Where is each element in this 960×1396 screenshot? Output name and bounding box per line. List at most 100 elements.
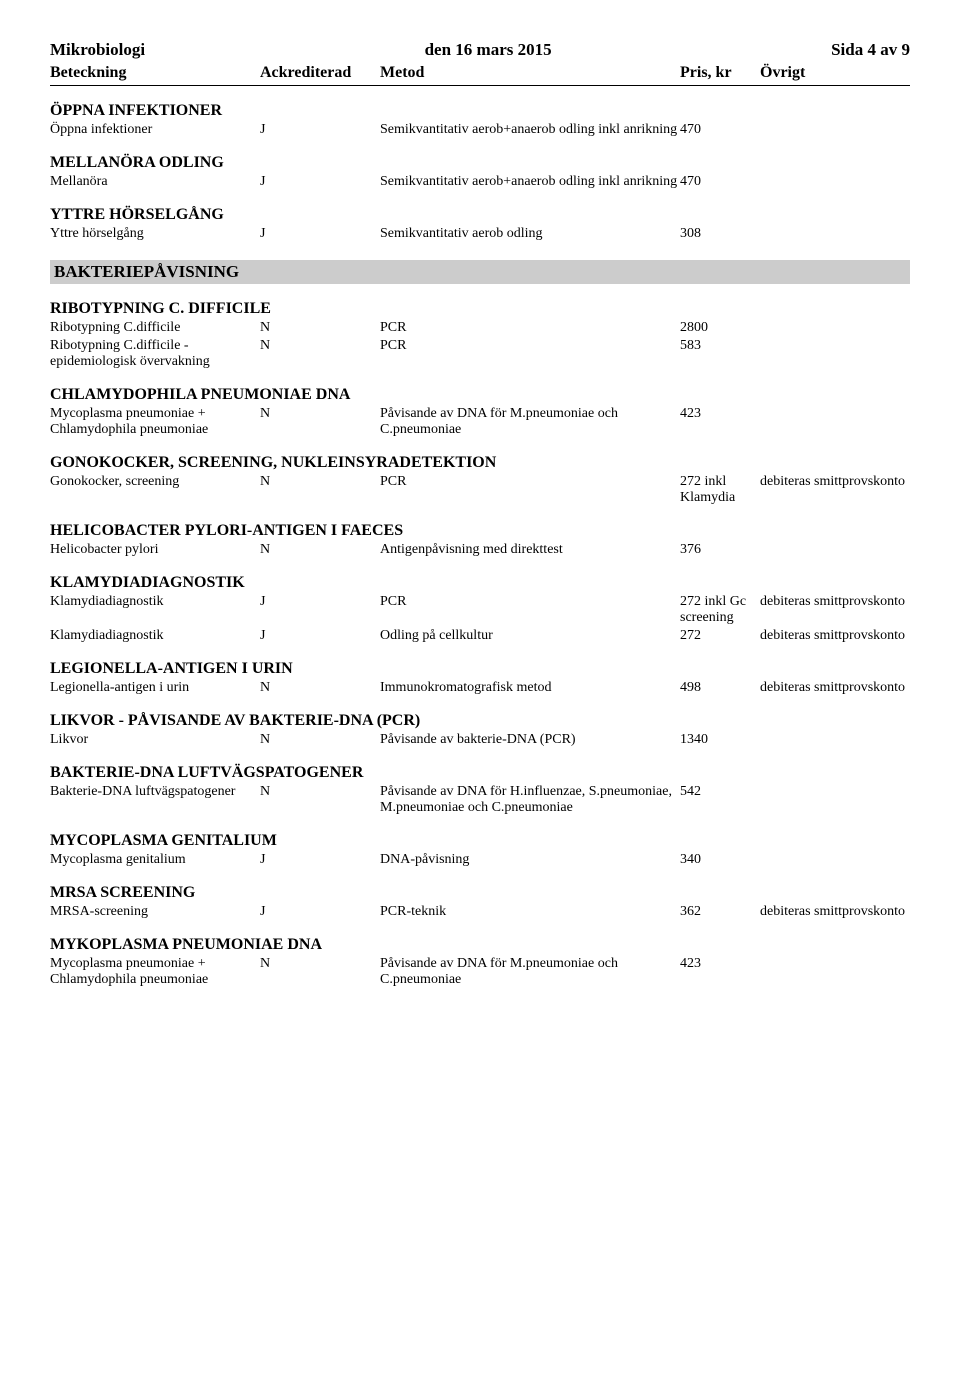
cell-pris: 423: [680, 956, 760, 972]
cell-ack: J: [260, 628, 380, 644]
sections-group-1: ÖPPNA INFEKTIONERÖppna infektionerJSemik…: [50, 102, 910, 242]
cell-ack: N: [260, 338, 380, 354]
col-header-ovrigt: Övrigt: [760, 64, 910, 82]
table-row: KlamydiadiagnostikJPCR272 inkl Gc screen…: [50, 594, 910, 626]
table-row: Mycoplasma genitaliumJDNA-påvisning340: [50, 852, 910, 868]
header-right: Sida 4 av 9: [831, 40, 910, 60]
cell-pris: 470: [680, 122, 760, 138]
cell-name: Yttre hörselgång: [50, 226, 260, 242]
cell-ack: J: [260, 226, 380, 242]
section-heading: GONOKOCKER, SCREENING, NUKLEINSYRADETEKT…: [50, 454, 910, 472]
cell-metod: PCR: [380, 474, 680, 490]
table-row: Legionella-antigen i urinNImmunokromatog…: [50, 680, 910, 696]
cell-ack: N: [260, 406, 380, 422]
cell-pris: 542: [680, 784, 760, 800]
section-heading: ÖPPNA INFEKTIONER: [50, 102, 910, 120]
cell-ack: N: [260, 680, 380, 696]
cell-pris: 272: [680, 628, 760, 644]
cell-name: Likvor: [50, 732, 260, 748]
cell-metod: Semikvantitativ aerob odling: [380, 226, 680, 242]
cell-name: Mycoplasma genitalium: [50, 852, 260, 868]
section-heading: LEGIONELLA-ANTIGEN I URIN: [50, 660, 910, 678]
section-heading: BAKTERIE-DNA LUFTVÄGSPATOGENER: [50, 764, 910, 782]
table-row: KlamydiadiagnostikJOdling på cellkultur2…: [50, 628, 910, 644]
section-heading: CHLAMYDOPHILA PNEUMONIAE DNA: [50, 386, 910, 404]
cell-pris: 470: [680, 174, 760, 190]
header-left: Mikrobiologi: [50, 40, 145, 60]
table-row: Mycoplasma pneumoniae + Chlamydophila pn…: [50, 956, 910, 988]
cell-pris: 340: [680, 852, 760, 868]
table-row: Gonokocker, screeningNPCR272 inkl Klamyd…: [50, 474, 910, 506]
cell-ack: J: [260, 852, 380, 868]
table-row: Yttre hörselgångJSemikvantitativ aerob o…: [50, 226, 910, 242]
header-center: den 16 mars 2015: [425, 40, 552, 60]
cell-name: Helicobacter pylori: [50, 542, 260, 558]
cell-ovrigt: debiteras smittprovskonto: [760, 680, 910, 696]
cell-name: Ribotypning C.difficile - epidemiologisk…: [50, 338, 260, 370]
cell-name: Ribotypning C.difficile: [50, 320, 260, 336]
cell-metod: Påvisande av bakterie-DNA (PCR): [380, 732, 680, 748]
section-heading: YTTRE HÖRSELGÅNG: [50, 206, 910, 224]
cell-metod: PCR: [380, 320, 680, 336]
section-heading: KLAMYDIADIAGNOSTIK: [50, 574, 910, 592]
cell-pris: 583: [680, 338, 760, 354]
cell-ack: J: [260, 174, 380, 190]
table-row: LikvorNPåvisande av bakterie-DNA (PCR)13…: [50, 732, 910, 748]
cell-metod: PCR: [380, 338, 680, 354]
cell-metod: Odling på cellkultur: [380, 628, 680, 644]
table-row: Ribotypning C.difficile - epidemiologisk…: [50, 338, 910, 370]
cell-name: Öppna infektioner: [50, 122, 260, 138]
cell-metod: Semikvantitativ aerob+anaerob odling ink…: [380, 174, 680, 190]
col-header-pris: Pris, kr: [680, 64, 760, 82]
cell-metod: PCR: [380, 594, 680, 610]
cell-name: Legionella-antigen i urin: [50, 680, 260, 696]
cell-metod: DNA-påvisning: [380, 852, 680, 868]
section-heading: MYKOPLASMA PNEUMONIAE DNA: [50, 936, 910, 954]
section-heading: HELICOBACTER PYLORI-ANTIGEN I FAECES: [50, 522, 910, 540]
section-heading: MRSA SCREENING: [50, 884, 910, 902]
table-row: Mycoplasma pneumoniae + Chlamydophila pn…: [50, 406, 910, 438]
page-header: Mikrobiologi den 16 mars 2015 Sida 4 av …: [50, 40, 910, 60]
cell-pris: 362: [680, 904, 760, 920]
cell-pris: 272 inkl Gc screening: [680, 594, 760, 626]
cell-pris: 1340: [680, 732, 760, 748]
col-header-beteckning: Beteckning: [50, 64, 260, 82]
cell-metod: Antigenpåvisning med direkttest: [380, 542, 680, 558]
cell-ack: J: [260, 594, 380, 610]
table-row: Helicobacter pyloriNAntigenpåvisning med…: [50, 542, 910, 558]
cell-ack: J: [260, 122, 380, 138]
sections-group-2: RIBOTYPNING C. DIFFICILE Ribotypning C.di…: [50, 300, 910, 988]
cell-metod: Semikvantitativ aerob+anaerob odling ink…: [380, 122, 680, 138]
cell-metod: Immunokromatografisk metod: [380, 680, 680, 696]
cell-pris: 308: [680, 226, 760, 242]
section-heading: RIBOTYPNING C. DIFFICILE: [50, 300, 910, 318]
cell-name: Klamydiadiagnostik: [50, 594, 260, 610]
cell-ack: N: [260, 320, 380, 336]
table-row: Bakterie-DNA luftvägspatogenerNPåvisande…: [50, 784, 910, 816]
cell-ack: N: [260, 732, 380, 748]
cell-metod: Påvisande av DNA för M.pneumoniae och C.…: [380, 956, 680, 988]
cell-name: Mycoplasma pneumoniae + Chlamydophila pn…: [50, 406, 260, 438]
col-header-ackrediterad: Ackrediterad: [260, 64, 380, 82]
cell-name: Mellanöra: [50, 174, 260, 190]
section-heading: MELLANÖRA ODLING: [50, 154, 910, 172]
table-row: MRSA-screeningJPCR-teknik362debiteras sm…: [50, 904, 910, 920]
cell-metod: Påvisande av DNA för H.influenzae, S.pne…: [380, 784, 680, 816]
section-heading: LIKVOR - PÅVISANDE AV BAKTERIE-DNA (PCR): [50, 712, 910, 730]
cell-name: MRSA-screening: [50, 904, 260, 920]
cell-ack: N: [260, 784, 380, 800]
cell-name: Bakterie-DNA luftvägspatogener: [50, 784, 260, 800]
cell-name: Gonokocker, screening: [50, 474, 260, 490]
cell-ack: N: [260, 956, 380, 972]
cell-metod: Påvisande av DNA för M.pneumoniae och C.…: [380, 406, 680, 438]
col-header-metod: Metod: [380, 64, 680, 82]
cell-pris: 2800: [680, 320, 760, 336]
section-heading: MYCOPLASMA GENITALIUM: [50, 832, 910, 850]
cell-ack: N: [260, 542, 380, 558]
table-row: Ribotypning C.difficileNPCR2800: [50, 320, 910, 336]
cell-ovrigt: debiteras smittprovskonto: [760, 904, 910, 920]
cell-name: Klamydiadiagnostik: [50, 628, 260, 644]
table-row: MellanöraJSemikvantitativ aerob+anaerob …: [50, 174, 910, 190]
column-headers: Beteckning Ackrediterad Metod Pris, kr Ö…: [50, 64, 910, 86]
table-row: Öppna infektionerJSemikvantitativ aerob+…: [50, 122, 910, 138]
